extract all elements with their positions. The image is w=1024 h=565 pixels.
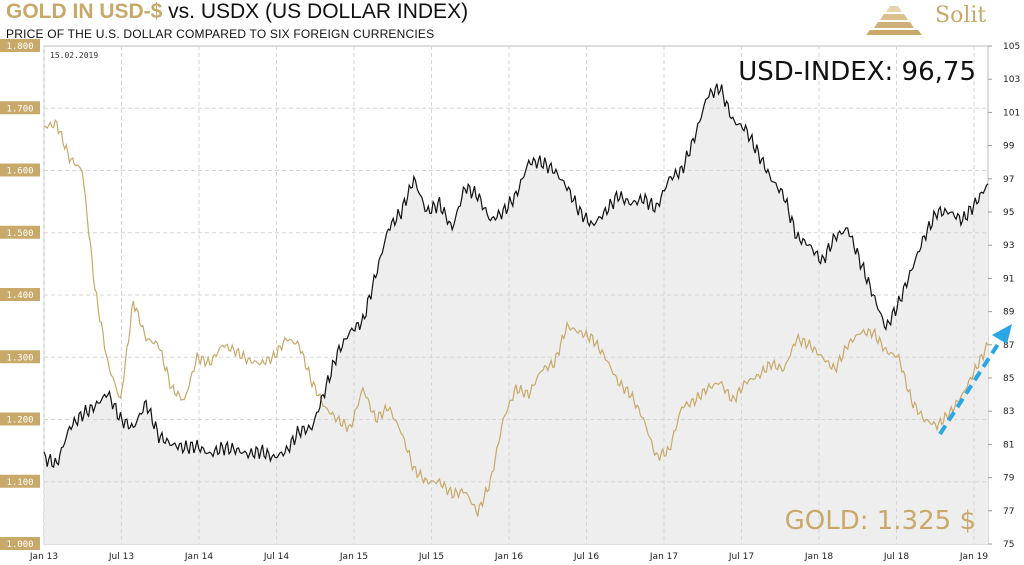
x-axis-tick-label: Jan 19: [959, 552, 988, 562]
left-axis-tick-box: [0, 163, 40, 177]
right-axis-tick-label: 81: [1003, 440, 1014, 450]
left-axis-tick-label: 1.700: [6, 104, 33, 114]
right-axis-tick-label: 87: [1003, 341, 1014, 351]
left-axis-tick-label: 1.300: [6, 353, 33, 363]
right-axis-tick-label: 77: [1003, 507, 1014, 517]
pyramid-logo-icon: [866, 6, 922, 35]
title-gold: GOLD IN USD-$: [6, 0, 163, 23]
right-axis-tick-label: 105: [1003, 42, 1020, 52]
left-axis-tick-box: [0, 474, 40, 488]
right-axis-tick-label: 89: [1003, 308, 1015, 318]
left-axis-tick-box: [0, 350, 40, 364]
x-axis-tick-label: Jul 13: [108, 552, 134, 562]
left-axis-tick-box: [0, 412, 40, 426]
chart-title: GOLD IN USD-$ vs. USDX (US DOLLAR INDEX): [6, 0, 468, 24]
chart-subtitle: PRICE OF THE U.S. DOLLAR COMPARED TO SIX…: [6, 27, 435, 41]
left-axis-tick-label: 1.100: [6, 478, 33, 488]
right-axis-tick-label: 101: [1003, 108, 1020, 118]
right-axis-tick-label: 95: [1003, 208, 1014, 218]
x-axis-tick-label: Jan 16: [494, 552, 523, 562]
left-axis-tick-box: [0, 537, 40, 550]
x-axis-tick-label: Jul 16: [573, 552, 599, 562]
left-axis-tick-label: 1.600: [6, 167, 33, 177]
x-axis-tick-label: Jul 15: [418, 552, 444, 562]
x-axis-tick-label: Jul 17: [728, 552, 754, 562]
left-axis-tick-label: 1.800: [6, 42, 33, 52]
left-axis-tick-label: 1.500: [6, 229, 33, 239]
left-axis-tick-label: 1.200: [6, 416, 33, 426]
usd-index-label: USD-INDEX: 96,75: [738, 57, 976, 87]
gold-price-label: GOLD: 1.325 $: [784, 506, 976, 536]
gold-price-line: [43, 119, 989, 517]
usd-index-area: [44, 83, 988, 544]
right-axis-tick-label: 79: [1003, 474, 1015, 484]
usd-index-line: [43, 83, 989, 468]
left-axis-tick-label: 1.000: [6, 540, 33, 550]
right-axis-tick-label: 91: [1003, 274, 1014, 284]
x-axis-tick-label: Jan 18: [804, 552, 833, 562]
x-axis-tick-label: Jul 18: [883, 552, 909, 562]
left-axis-tick-box: [0, 225, 40, 239]
brand-name: Solit: [935, 3, 987, 28]
x-axis-tick-label: Jan 17: [649, 552, 678, 562]
right-axis-tick-label: 97: [1003, 175, 1014, 185]
right-axis-tick-label: 75: [1003, 540, 1014, 550]
x-axis-tick-label: Jul 14: [263, 552, 289, 562]
x-axis-tick-label: Jan 13: [29, 552, 58, 562]
right-axis-tick-label: 85: [1003, 374, 1014, 384]
right-axis-tick-label: 83: [1003, 407, 1014, 417]
title-rest: vs. USDX (US DOLLAR INDEX): [162, 0, 469, 23]
left-axis-tick-box: [0, 39, 40, 52]
right-axis-tick-label: 93: [1003, 241, 1014, 251]
left-axis-tick-label: 1.400: [6, 291, 33, 301]
left-axis-tick-box: [0, 288, 40, 301]
x-axis-tick-label: Jan 15: [339, 552, 368, 562]
x-axis-tick-label: Jan 14: [184, 552, 213, 562]
trend-arrow-line: [938, 336, 1004, 436]
right-axis-tick-label: 103: [1003, 75, 1020, 85]
trend-arrow-head-icon: [992, 324, 1012, 344]
left-axis-tick-box: [0, 101, 40, 115]
right-axis-tick-label: 99: [1003, 142, 1015, 152]
chart-date: 15.02.2019: [50, 51, 99, 60]
